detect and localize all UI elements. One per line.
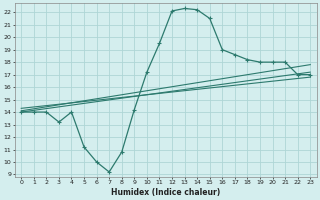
X-axis label: Humidex (Indice chaleur): Humidex (Indice chaleur) [111, 188, 220, 197]
